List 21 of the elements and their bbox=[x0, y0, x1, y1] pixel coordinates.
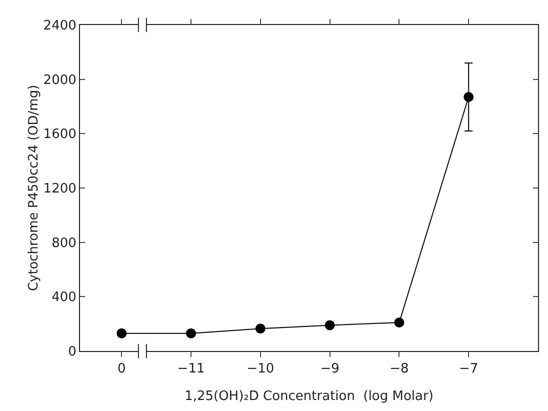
x-tick-label: −10 bbox=[246, 362, 274, 377]
y-tick-label: 400 bbox=[52, 290, 76, 306]
y-tick-label: 800 bbox=[52, 236, 76, 251]
point bbox=[394, 317, 404, 328]
x-tick-label: −11 bbox=[177, 362, 205, 377]
x-tick-label: −7 bbox=[459, 362, 478, 377]
x-tick-label: 0 bbox=[118, 362, 126, 377]
point bbox=[255, 324, 266, 334]
point bbox=[116, 328, 127, 338]
y-axis-title: Cytochrome P450cc24 (OD/mg) bbox=[26, 84, 42, 292]
point bbox=[186, 328, 196, 338]
x-axis-title: 1,25(OH)₂D Concentration (log Molar) bbox=[184, 389, 434, 404]
x-tick-label: −9 bbox=[320, 362, 340, 377]
y-tick-label: 2400 bbox=[43, 18, 76, 34]
point bbox=[464, 92, 474, 102]
y-tick-label: 0 bbox=[68, 344, 76, 360]
y-tick-label: 1600 bbox=[43, 127, 76, 142]
y-tick-label: 2000 bbox=[43, 72, 76, 88]
x-tick-label: −8 bbox=[390, 362, 409, 377]
y-tick-label: 1200 bbox=[43, 182, 76, 197]
point bbox=[324, 320, 335, 330]
